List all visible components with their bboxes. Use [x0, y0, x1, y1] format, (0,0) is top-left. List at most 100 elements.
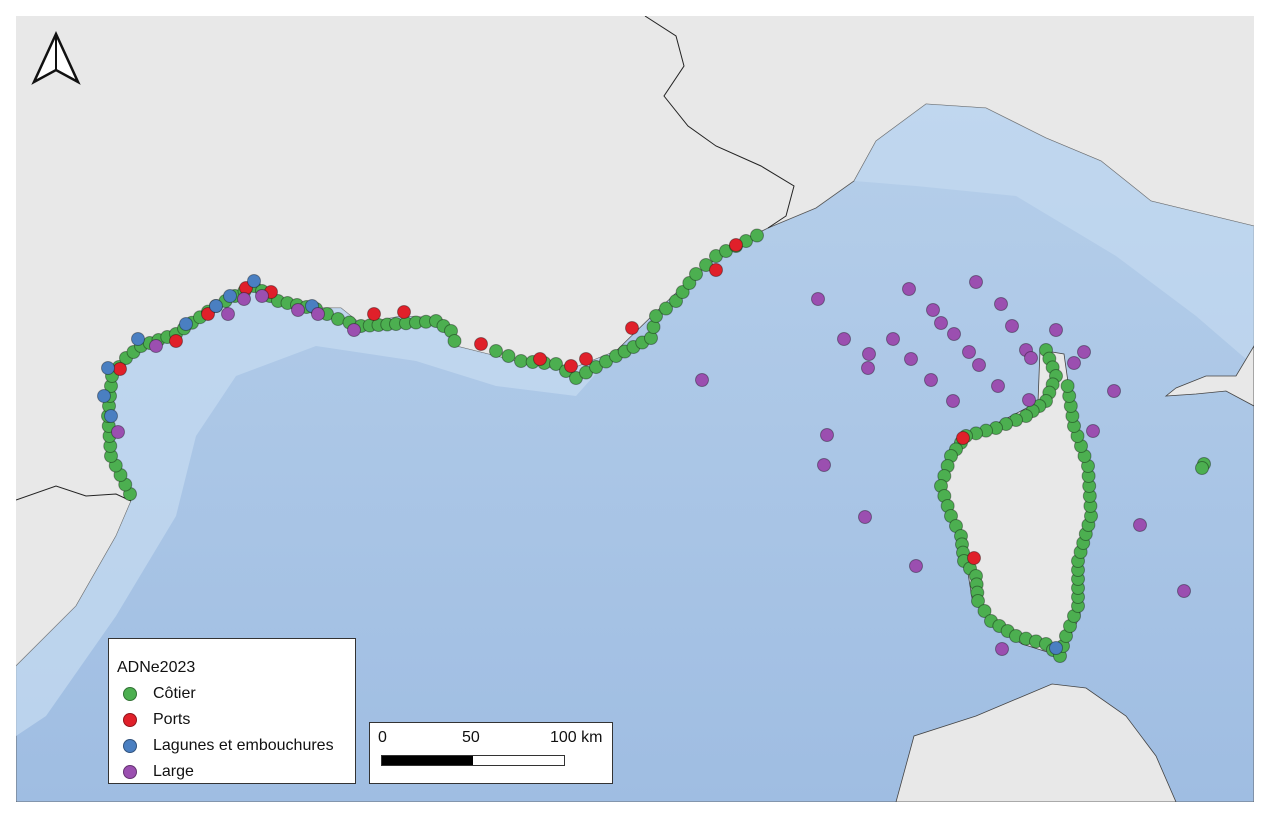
large-point — [1107, 384, 1121, 398]
large-point — [991, 379, 1005, 393]
cotier-point — [489, 344, 503, 358]
large-point — [347, 323, 361, 337]
large-point — [820, 428, 834, 442]
scale-bar-graphic — [381, 755, 565, 766]
large-point — [149, 339, 163, 353]
map-legend: ADNe2023 Côtier Ports Lagunes et embouch… — [108, 638, 356, 784]
cotier-point — [682, 276, 697, 290]
legend-item-large: Large — [117, 759, 355, 785]
cotier-point — [649, 309, 663, 323]
border-france-spain — [16, 485, 132, 502]
ports-point — [625, 321, 639, 335]
large-point — [926, 303, 940, 317]
large-point — [886, 332, 900, 346]
large-point — [909, 559, 923, 573]
large-point — [1067, 356, 1081, 370]
large-point — [311, 307, 325, 321]
large-point — [695, 373, 709, 387]
large-point — [972, 358, 986, 372]
ports-point — [709, 263, 723, 277]
land-italy-east — [1164, 345, 1254, 407]
cotier-point — [689, 267, 703, 281]
large-point — [837, 332, 851, 346]
north-arrow-icon — [31, 30, 81, 85]
large-point — [862, 347, 876, 361]
large-point — [1005, 319, 1019, 333]
cotier-point — [1195, 461, 1209, 475]
large-point — [1022, 393, 1036, 407]
large-point — [947, 327, 961, 341]
cotier-point — [549, 357, 563, 371]
ports-point — [367, 307, 381, 321]
large-point — [946, 394, 960, 408]
scale-label-0: 0 — [378, 729, 387, 746]
large-point — [1049, 323, 1063, 337]
lagunes-point — [101, 361, 115, 375]
legend-title: ADNe2023 — [117, 659, 196, 676]
ports-point — [579, 352, 593, 366]
large-point — [924, 373, 938, 387]
large-point — [858, 510, 872, 524]
large-point — [811, 292, 825, 306]
legend-label: Large — [153, 763, 194, 780]
cotier-point — [669, 294, 683, 308]
large-point — [962, 345, 976, 359]
large-point — [1024, 351, 1038, 365]
legend-label: Lagunes et embouchures — [153, 737, 334, 754]
scale-bar: 0 50 100 km — [369, 722, 613, 784]
cotier-point — [750, 228, 764, 243]
purple-dot-icon — [123, 765, 137, 779]
cotier-point — [331, 312, 345, 326]
large-point — [969, 275, 983, 289]
blue-dot-icon — [123, 739, 137, 753]
ports-point — [474, 337, 488, 351]
ports-point — [956, 431, 970, 445]
cotier-point — [514, 354, 528, 368]
lagunes-point — [97, 389, 111, 403]
red-dot-icon — [123, 713, 137, 727]
cotier-point — [971, 594, 985, 608]
sample-points — [97, 228, 1211, 663]
cotier-point — [675, 285, 690, 299]
legend-label: Ports — [153, 711, 191, 728]
large-point — [111, 425, 125, 439]
cotier-point — [599, 354, 613, 369]
land-sardinia-italy — [895, 683, 1177, 802]
ports-point — [729, 238, 743, 252]
cotier-point — [1060, 379, 1075, 393]
lagunes-point — [223, 289, 237, 303]
cotier-point — [569, 371, 583, 385]
legend-label: Côtier — [153, 685, 196, 702]
border-france-italy — [644, 16, 795, 229]
ports-point — [967, 551, 981, 565]
legend-item-lagunes: Lagunes et embouchures — [117, 733, 355, 759]
cotier-point — [579, 365, 593, 380]
lagunes-point — [179, 317, 193, 331]
cotier-point — [977, 604, 992, 618]
large-point — [861, 361, 875, 375]
large-point — [291, 303, 305, 317]
cotier-point — [589, 360, 603, 374]
cotier-point — [501, 349, 516, 363]
shelf-east — [854, 104, 1254, 366]
lagunes-point — [209, 299, 223, 313]
large-point — [904, 352, 918, 366]
large-point — [1133, 518, 1147, 532]
lagunes-point — [1049, 641, 1063, 655]
large-point — [934, 316, 948, 330]
scale-label-100: 100 km — [550, 729, 603, 746]
lagunes-point — [247, 274, 261, 288]
ports-point — [397, 305, 411, 319]
cotier-point — [659, 301, 673, 316]
ports-point — [201, 307, 215, 321]
scale-label-50: 50 — [462, 729, 480, 746]
ports-point — [113, 362, 127, 376]
ports-point — [169, 334, 183, 348]
legend-item-ports: Ports — [117, 707, 355, 733]
large-point — [994, 297, 1008, 311]
green-dot-icon — [123, 687, 137, 701]
lagunes-point — [104, 409, 118, 423]
large-point — [221, 307, 235, 321]
large-point — [995, 642, 1009, 656]
large-point — [1177, 584, 1191, 598]
